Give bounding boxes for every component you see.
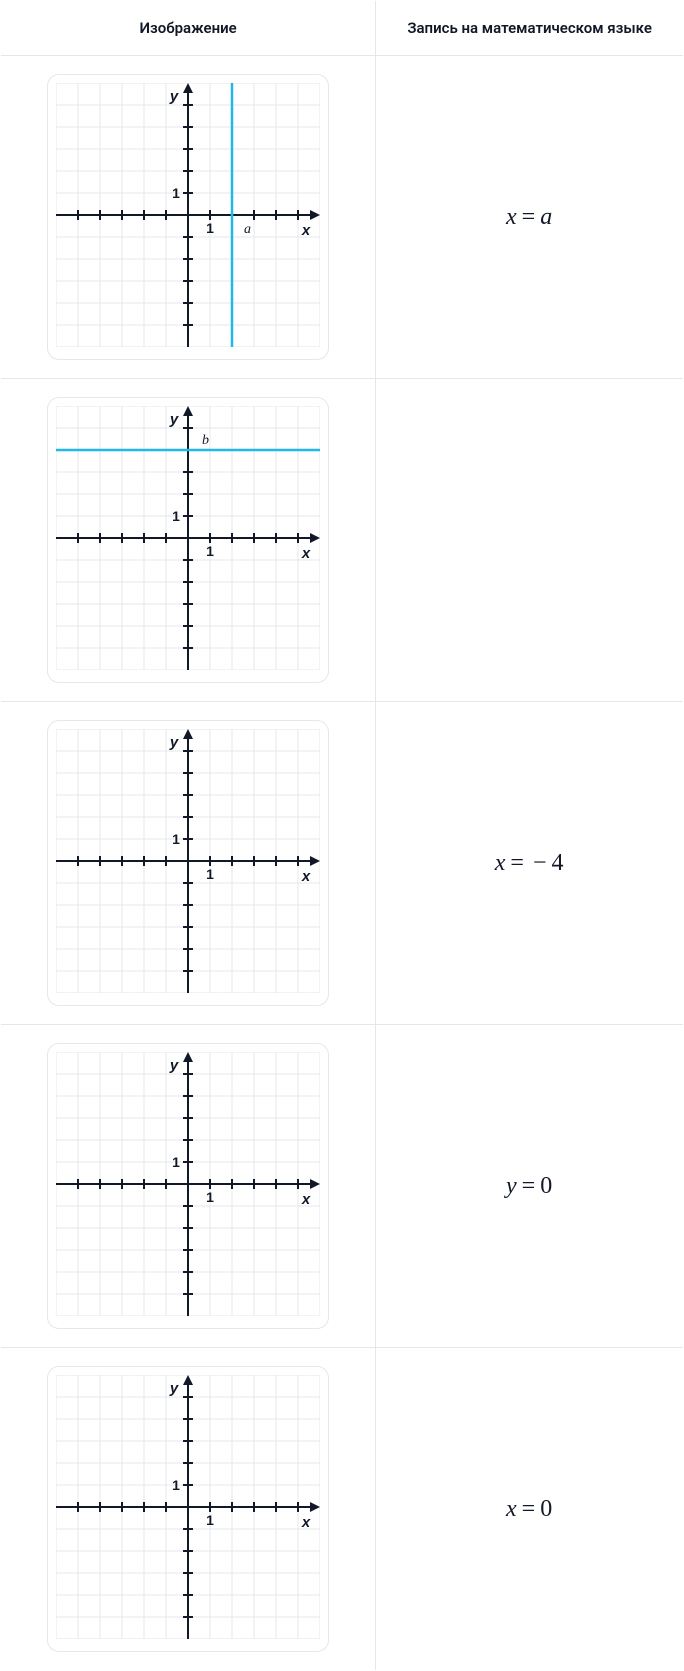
svg-text:1: 1 [172,1477,180,1493]
svg-text:1: 1 [206,1512,214,1528]
cell-image: 1 1 y x [1,702,376,1025]
header-col-image: Изображение [1,1,376,56]
svg-text:a: a [244,222,251,237]
cell-equation: x=a [376,56,684,379]
svg-text:y: y [169,734,179,751]
svg-text:1: 1 [172,185,180,201]
svg-text:x: x [301,868,311,885]
table-row: 1 1 y x x=−4 [1,702,684,1025]
svg-text:1: 1 [206,220,214,236]
cell-equation [376,379,684,702]
svg-text:y: y [169,411,179,428]
svg-text:1: 1 [172,508,180,524]
svg-text:y: y [169,1380,179,1397]
equation-text: x=−4 [394,850,665,877]
cell-equation: x=0 [376,1348,684,1671]
chart-wrap: 1 1 y x b [47,397,329,683]
svg-text:1: 1 [206,543,214,559]
svg-text:x: x [301,545,311,562]
cell-image: 1 1 y x [1,1348,376,1671]
cell-image: 1 1 y x b [1,379,376,702]
svg-text:1: 1 [206,1189,214,1205]
table-row: 1 1 y x x=0 [1,1348,684,1671]
table-row: 1 1 y x b [1,379,684,702]
table-row: 1 1 y x y=0 [1,1025,684,1348]
svg-text:b: b [202,433,209,448]
equation-text: x=a [394,204,665,231]
table-row: 1 1 y x a x=a [1,56,684,379]
main-table: Изображение Запись на математическом язы… [0,0,684,1671]
svg-text:1: 1 [172,1154,180,1170]
cell-image: 1 1 y x a [1,56,376,379]
equation-text: y=0 [394,1173,665,1200]
svg-text:x: x [301,1191,311,1208]
chart-wrap: 1 1 y x a [47,74,329,360]
cell-equation: x=−4 [376,702,684,1025]
equation-text: x=0 [394,1496,665,1523]
svg-text:x: x [301,222,311,239]
cell-image: 1 1 y x [1,1025,376,1348]
svg-text:y: y [169,1057,179,1074]
svg-text:y: y [169,88,179,105]
header-col-equation: Запись на математическом языке [376,1,684,56]
chart-wrap: 1 1 y x [47,1366,329,1652]
chart-wrap: 1 1 y x [47,1043,329,1329]
svg-text:x: x [301,1514,311,1531]
svg-text:1: 1 [206,866,214,882]
chart-wrap: 1 1 y x [47,720,329,1006]
svg-text:1: 1 [172,831,180,847]
cell-equation: y=0 [376,1025,684,1348]
